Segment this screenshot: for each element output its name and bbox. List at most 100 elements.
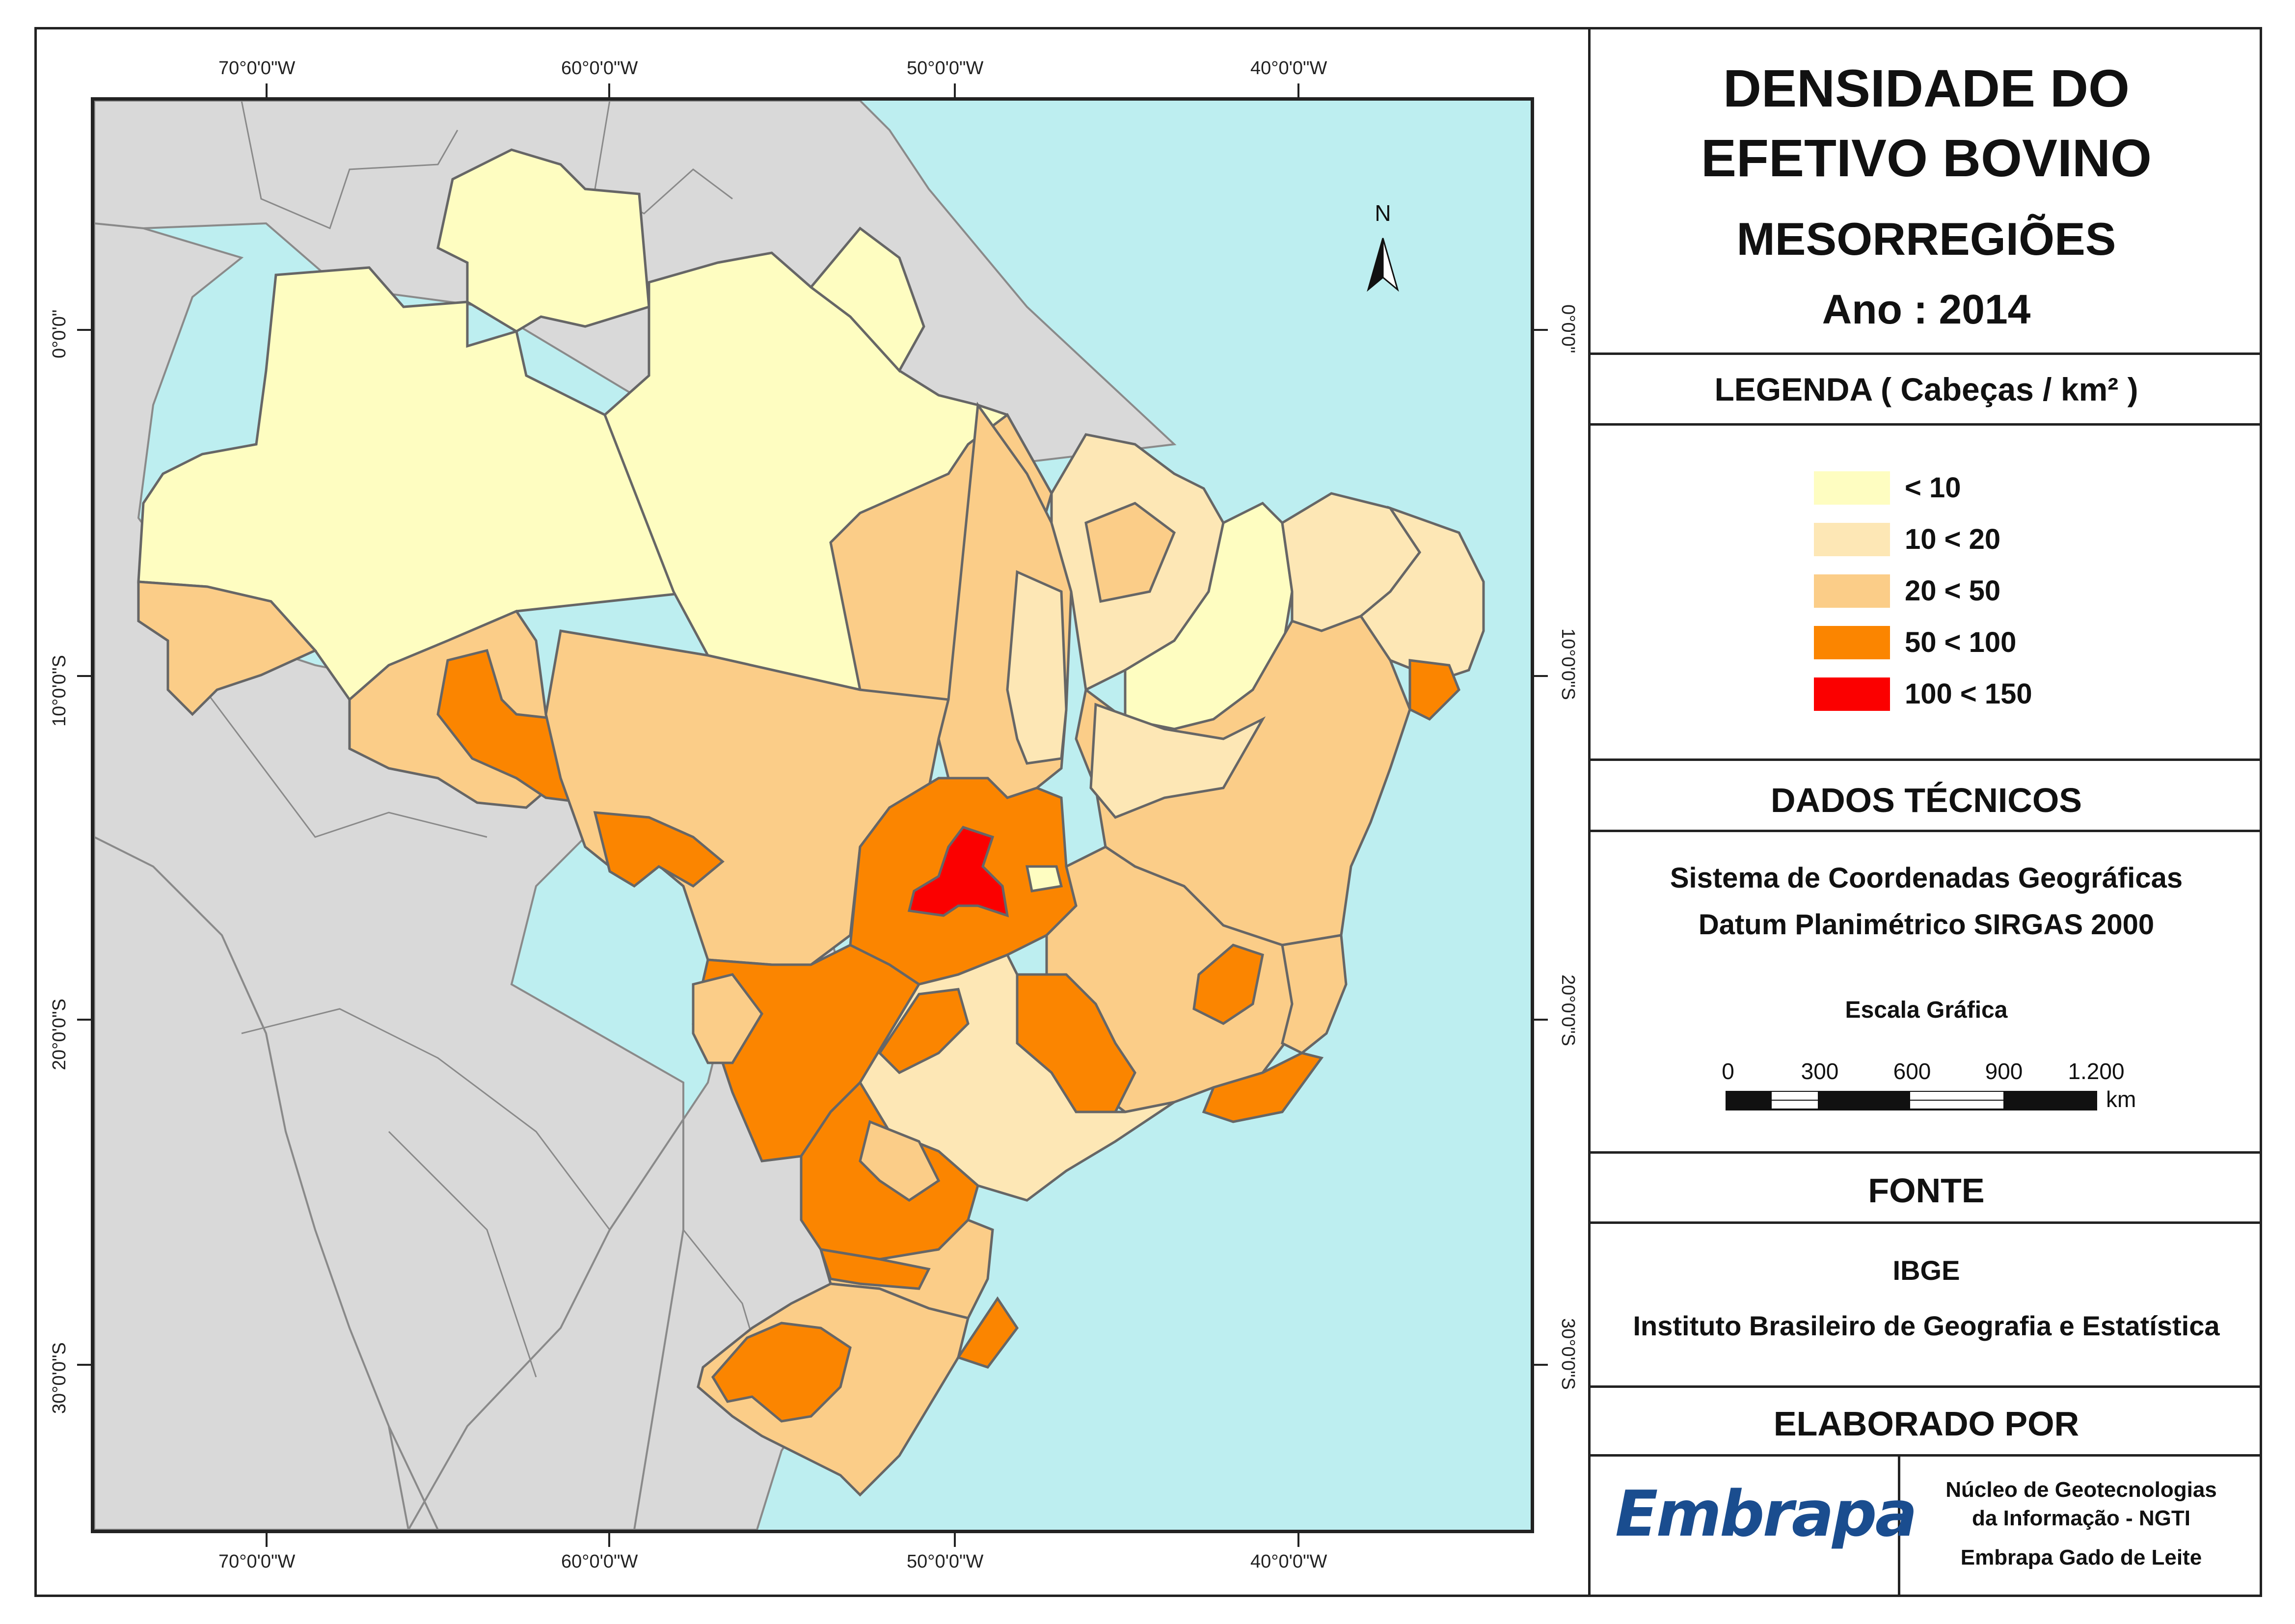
source-line2: Instituto Brasileiro de Geografia e Esta… [1633,1310,2220,1341]
tick-right-30s [1534,1364,1548,1366]
lat-label-left-0: 0°0'0" [49,309,70,358]
legend-swatch-2 [1814,523,1890,556]
divider-title [1591,352,2262,355]
region-pe-orange [1408,659,1460,721]
lon-label-top-50w: 50°0'0"W [907,58,984,79]
map-frame [34,27,2262,1597]
divider-source-header [1591,1221,2262,1224]
author-header: ELABORADO POR [1773,1405,2079,1443]
tick-top-70w [266,83,268,97]
region-goias-red [907,826,1009,918]
source-line1: IBGE [1892,1255,1960,1286]
region-roraima [436,148,650,333]
lat-label-right-20s: 20°0'0"S [1558,974,1578,1046]
author-line3: Embrapa Gado de Leite [1960,1545,2202,1570]
lat-label-right-30s: 30°0'0"S [1558,1318,1578,1390]
tick-bottom-40w [1297,1533,1299,1547]
region-parana-light [859,1120,941,1202]
source-header: FONTE [1868,1171,1985,1210]
author-divider [1898,1457,1900,1597]
scale-tick-900: 900 [1985,1058,2023,1084]
embrapa-logo: Embrapa [1615,1478,1917,1551]
technical-header: DADOS TÉCNICOS [1771,781,2082,819]
region-rj [1202,1052,1324,1123]
region-mato-grosso-orange [593,811,725,888]
legend-label-4: 50 < 100 [1905,626,2017,658]
scale-bar [1726,1091,2097,1110]
scale-title: Escala Gráfica [1845,997,2008,1023]
legend-swatch-1 [1814,471,1890,505]
region-df [1025,865,1063,893]
lat-label-left-20s: 20°0'0"S [49,999,70,1070]
north-arrow: N [1367,200,1399,292]
tick-right-10s [1534,675,1548,677]
author-line2: da Informação - NGTI [1972,1506,2190,1530]
title-year: Ano : 2014 [1822,286,2031,332]
divider-author-header [1591,1454,2262,1457]
lon-label-bottom-70w: 70°0'0"W [218,1551,296,1572]
region-tocantins-light [1006,570,1068,765]
tick-bottom-60w [608,1533,610,1547]
lon-label-bottom-50w: 50°0'0"W [907,1551,984,1572]
tick-left-10s [77,675,91,677]
scale-tick-1200: 1.200 [2068,1058,2125,1084]
region-ms-light [692,973,764,1064]
lon-label-top-60w: 60°0'0"W [561,58,638,79]
region-es [1281,934,1348,1055]
scale-tick-600: 600 [1893,1058,1931,1084]
tick-left-20s [77,1019,91,1021]
lat-label-left-30s: 30°0'0"S [49,1342,70,1414]
tick-right-20s [1534,1019,1548,1021]
tick-left-0 [77,329,91,331]
lat-label-right-0: 0°0'0" [1558,304,1578,353]
legend-swatch-5 [1814,677,1890,711]
region-rs-orange [711,1322,852,1423]
lon-label-bottom-60w: 60°0'0"W [561,1551,638,1572]
lon-label-bottom-40w: 40°0'0"W [1250,1551,1327,1572]
title-line3: MESORREGIÕES [1736,213,2116,265]
scale-tick-300: 300 [1801,1058,1839,1084]
north-label: N [1375,200,1391,226]
region-acre [137,580,318,716]
map-svg: N [94,101,1531,1530]
divider-source [1591,1385,2262,1388]
legend-label-5: 100 < 150 [1905,678,2032,710]
tick-bottom-50w [954,1533,956,1547]
lon-label-top-40w: 40°0'0"W [1250,58,1327,79]
region-maranhao-mid [1084,502,1176,603]
title-line1: DENSIDADE DO [1723,58,2130,118]
technical-line1: Sistema de Coordenadas Geográficas [1670,862,2183,894]
divider-legend [1591,758,2262,761]
tick-bottom-70w [266,1533,268,1547]
region-minas-east-orange [1192,944,1264,1025]
scale-tick-0: 0 [1722,1058,1734,1084]
legend-label-1: < 10 [1905,472,1961,504]
divider-legend-header [1591,423,2262,426]
legend-header: LEGENDA ( Cabeças / km² ) [1714,371,2138,407]
scale-unit: km [2106,1086,2136,1112]
lat-label-right-10s: 10°0'0"S [1558,628,1578,700]
technical-line2: Datum Planimétrico SIRGAS 2000 [1698,909,2155,941]
region-sc-orange [819,1247,931,1290]
legend-label-2: 10 < 20 [1905,523,2001,555]
divider-technical-header [1591,830,2262,832]
author-line1: Núcleo de Geotecnologias [1945,1478,2217,1502]
region-bahia-light [1089,703,1266,819]
divider-technical [1591,1151,2262,1154]
map-area: N [91,97,1534,1533]
lat-label-left-10s: 10°0'0"S [49,655,70,727]
legend-label-3: 20 < 50 [1905,575,2001,607]
brazil-regions [137,148,1485,1497]
tick-top-60w [608,83,610,97]
legend-swatch-4 [1814,626,1890,659]
panel-divider [1588,27,1591,1597]
region-amapa [809,226,925,373]
region-sp-orange [878,988,970,1075]
title-line2: EFETIVO BOVINO [1701,128,2152,188]
lon-label-top-70w: 70°0'0"W [218,58,296,79]
tick-top-40w [1297,83,1299,97]
legend-swatch-3 [1814,574,1890,608]
tick-left-30s [77,1364,91,1366]
tick-right-0 [1534,329,1548,331]
region-rs-coast-orange [956,1296,1019,1369]
